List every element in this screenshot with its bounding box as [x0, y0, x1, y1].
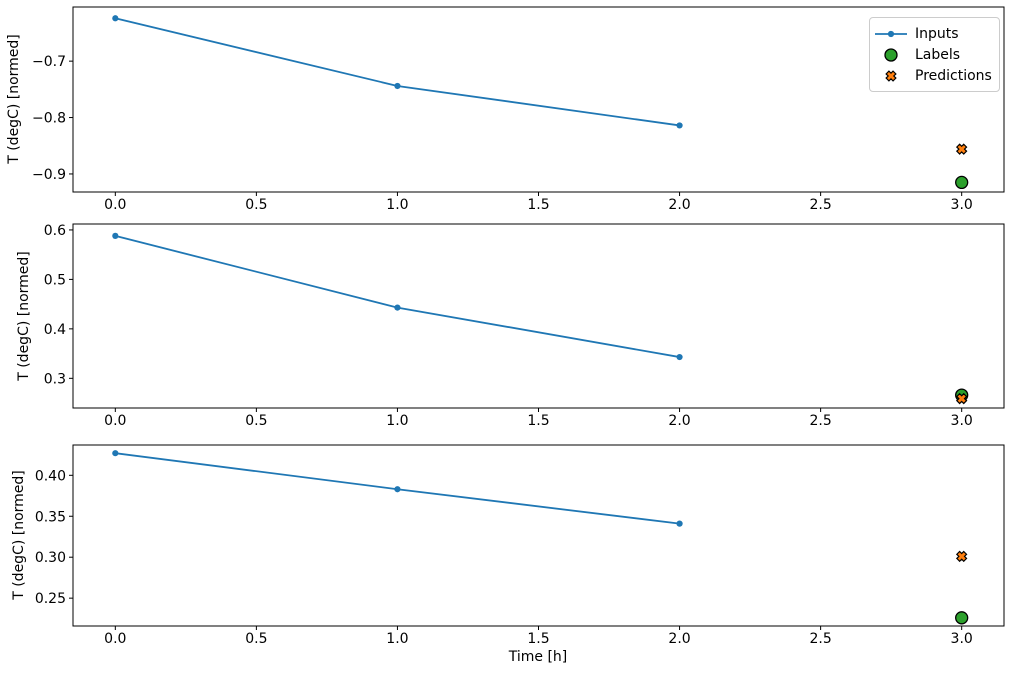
inputs-point — [394, 82, 401, 90]
x-tick-label: 1.5 — [527, 197, 549, 213]
x-tick-label: 2.5 — [809, 197, 831, 213]
y-tick-label: 0.5 — [44, 272, 66, 288]
inputs-point — [394, 486, 401, 493]
x-tick-label: 0.5 — [245, 631, 267, 647]
y-tick-label: −0.7 — [32, 54, 66, 70]
subplot-1: 0.0 0.5 1.0 1.5 2.0 2.5 3.0 −0.9 −0.8 −0.7 — [32, 6, 1005, 213]
inputs-point — [112, 15, 119, 22]
subplot-3: 0.0 0.5 1.0 1.5 2.0 2.5 3.0 0.25 0.30 0.35 0.40 — [35, 444, 1005, 647]
subplot-2: 0.0 0.5 1.0 1.5 2.0 2.5 3.0 0.3 0.4 0.5 0.6 — [44, 223, 1005, 429]
y-tick-label: 0.25 — [35, 591, 66, 607]
x-tick-label: 0.0 — [104, 413, 126, 429]
x-tick-label: 2.5 — [809, 413, 831, 429]
legend-label-predictions: Predictions — [915, 67, 992, 84]
labels-circle-icon — [884, 47, 898, 62]
y-tick-label: 0.40 — [35, 468, 66, 484]
axes-frame — [72, 444, 1005, 627]
legend-item-predictions: Predictions — [874, 65, 993, 86]
legend-item-labels: Labels — [874, 44, 993, 65]
y-ticks: −0.9 −0.8 −0.7 — [32, 54, 73, 183]
x-axis-label: Time [h] — [508, 649, 568, 665]
y-tick-label: −0.9 — [32, 167, 66, 183]
x-tick-label: 1.0 — [386, 197, 408, 213]
legend-label-inputs: Inputs — [915, 25, 959, 42]
y-tick-label: 0.3 — [44, 371, 66, 387]
predictions-x-icon — [885, 69, 897, 82]
predictions-marker — [955, 392, 968, 405]
y-tick-label: 0.6 — [44, 223, 66, 239]
x-tick-label: 1.5 — [527, 631, 549, 647]
y-axis-label-subplot-1: T (degC) [normed] — [6, 34, 22, 164]
x-tick-label: 3.0 — [951, 631, 973, 647]
inputs-point — [676, 353, 683, 361]
x-tick-label: 0.0 — [104, 631, 126, 647]
y-ticks: 0.3 0.4 0.5 0.6 — [44, 223, 73, 387]
x-tick-label: 3.0 — [951, 197, 973, 213]
inputs-point — [676, 122, 683, 129]
legend-label-labels: Labels — [915, 46, 961, 63]
axes-frame — [72, 223, 1005, 409]
labels-marker — [955, 611, 969, 625]
inputs-point — [112, 232, 119, 239]
x-tick-label: 2.5 — [809, 631, 831, 647]
inputs-line — [115, 234, 680, 358]
x-tick-label: 0.0 — [104, 197, 126, 213]
x-ticks: 0.0 0.5 1.0 1.5 2.0 2.5 3.0 — [104, 408, 973, 429]
x-tick-label: 0.5 — [245, 197, 267, 213]
inputs-line-icon — [875, 30, 907, 37]
y-tick-label: 0.35 — [35, 509, 66, 525]
x-tick-label: 1.0 — [386, 413, 408, 429]
x-ticks: 0.0 0.5 1.0 1.5 2.0 2.5 3.0 — [104, 626, 973, 647]
x-tick-label: 2.0 — [668, 413, 690, 429]
inputs-point — [676, 520, 683, 527]
inputs-point — [394, 304, 401, 311]
axes-frame — [72, 6, 1005, 193]
y-tick-label: 0.4 — [44, 322, 66, 338]
x-tick-label: 2.0 — [668, 197, 690, 213]
predictions-marker — [955, 143, 968, 155]
inputs-point — [112, 450, 119, 457]
x-tick-label: 1.5 — [527, 413, 549, 429]
inputs-line — [115, 17, 680, 127]
y-axis-label-subplot-3: T (degC) [normed] — [11, 470, 27, 600]
y-ticks: 0.25 0.30 0.35 0.40 — [35, 468, 73, 607]
legend-item-inputs: Inputs — [874, 23, 993, 44]
x-tick-label: 3.0 — [951, 413, 973, 429]
x-tick-label: 2.0 — [668, 631, 690, 647]
legend: Inputs Labels Predictions — [869, 17, 1000, 92]
y-axis-label-subplot-2: T (degC) [normed] — [16, 251, 32, 381]
y-tick-label: 0.30 — [35, 550, 66, 566]
x-tick-label: 1.0 — [386, 631, 408, 647]
y-tick-label: −0.8 — [32, 111, 66, 127]
x-ticks: 0.0 0.5 1.0 1.5 2.0 2.5 3.0 — [104, 192, 973, 213]
labels-marker — [955, 175, 969, 190]
x-tick-label: 0.5 — [245, 413, 267, 429]
predictions-marker — [955, 550, 968, 563]
